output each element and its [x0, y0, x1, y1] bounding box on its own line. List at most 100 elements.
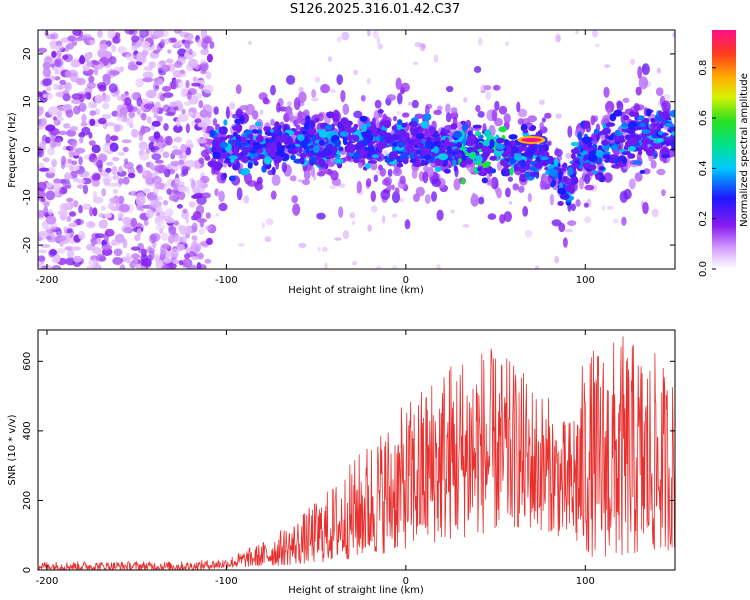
signal-core-blob [547, 168, 558, 176]
noise-blob [162, 151, 170, 159]
signal-core-blob [361, 123, 368, 132]
signal-blob [271, 174, 281, 186]
signal-core-blob [223, 159, 231, 164]
noise-blob [187, 111, 194, 117]
noise-blob [45, 124, 56, 132]
x-tick-label: 0 [403, 275, 409, 286]
y-tick-label: 10 [22, 95, 33, 108]
signal-core-blob [445, 137, 449, 145]
faint-blob [407, 102, 413, 106]
signal-blob [297, 110, 303, 124]
signal-core-blob [409, 158, 417, 164]
signal-core-blob [645, 148, 655, 157]
signal-core-blob [290, 154, 296, 161]
noise-blob [38, 210, 45, 218]
faint-blob [381, 215, 386, 224]
signal-core-blob [459, 160, 467, 168]
noise-blob [180, 143, 187, 153]
signal-core-blob [452, 159, 457, 167]
signal-core-blob [634, 126, 641, 131]
noise-blob [130, 246, 140, 251]
noise-blob [184, 159, 196, 168]
signal-blob [370, 162, 378, 171]
noise-blob [78, 230, 86, 240]
signal-blob [554, 148, 563, 157]
noise-blob [124, 97, 132, 106]
signal-blob [225, 106, 230, 119]
signal-core-blob [623, 115, 630, 121]
noise-blob [199, 264, 207, 269]
snr-ylabel: SNR (10 * v/v) [7, 414, 18, 485]
signal-core-blob [365, 163, 371, 169]
noise-blob [111, 44, 117, 53]
signal-blob [623, 188, 632, 200]
signal-blob [293, 97, 301, 111]
signal-core-blob [592, 170, 598, 175]
signal-core-blob [479, 171, 488, 177]
signal-blob [218, 202, 228, 212]
noise-blob [151, 146, 160, 151]
signal-core-blob [396, 162, 404, 168]
faint-blob [462, 224, 470, 228]
noise-blob [146, 116, 152, 124]
noise-blob [67, 35, 76, 42]
signal-core-blob [525, 159, 532, 166]
noise-blob [69, 126, 79, 132]
colorbar-tick-label: 0.0 [698, 261, 709, 277]
noise-blob [191, 235, 198, 241]
noise-blob [98, 43, 109, 50]
faint-blob [317, 247, 321, 252]
noise-blob [82, 65, 91, 72]
noise-blob [195, 204, 205, 215]
signal-core-blob [466, 147, 474, 154]
signal-core-blob [211, 140, 220, 145]
signal-core-blob [508, 134, 518, 140]
faint-blob [463, 97, 468, 103]
signal-core-blob [663, 137, 672, 142]
noise-blob [127, 172, 136, 179]
signal-core-blob [379, 135, 385, 143]
signal-core-blob [332, 145, 338, 154]
signal-blob [544, 112, 552, 119]
signal-blob [340, 90, 346, 103]
signal-core-blob [650, 118, 656, 123]
signal-core-blob [483, 161, 492, 166]
noise-blob [71, 93, 83, 100]
noise-blob [188, 201, 196, 208]
signal-blob [567, 125, 573, 138]
signal-core-blob [273, 155, 282, 164]
faint-blob [565, 152, 573, 159]
signal-core-blob [604, 158, 610, 163]
signal-core-blob [570, 176, 579, 185]
noise-blob [130, 92, 140, 101]
faint-blob [334, 237, 342, 241]
noise-blob [163, 38, 171, 45]
noise-blob [40, 140, 47, 150]
noise-blob [42, 78, 52, 87]
signal-core-blob [281, 145, 286, 149]
noise-blob [122, 176, 130, 185]
signal-blob [445, 112, 452, 123]
noise-blob [89, 206, 94, 217]
signal-blob [401, 112, 410, 118]
signal-core-blob [653, 152, 658, 158]
spectrogram-xlabel: Height of straight line (km) [288, 285, 424, 296]
signal-core-blob [504, 161, 509, 171]
signal-core-blob [307, 127, 317, 135]
signal-core-blob [511, 141, 517, 147]
noise-blob [69, 202, 74, 208]
noise-blob [164, 208, 174, 217]
faint-blob [477, 37, 483, 46]
signal-core-blob [241, 156, 249, 163]
noise-blob [53, 253, 61, 263]
faint-blob [555, 113, 562, 119]
signal-blob [450, 111, 459, 120]
noise-blob [191, 194, 200, 199]
signal-blob [486, 174, 491, 185]
signal-core-blob [522, 129, 529, 134]
noise-blob [134, 234, 141, 242]
noise-blob [103, 50, 112, 59]
noise-blob [101, 244, 112, 251]
signal-blob [496, 187, 502, 199]
signal-core-blob [401, 122, 408, 128]
